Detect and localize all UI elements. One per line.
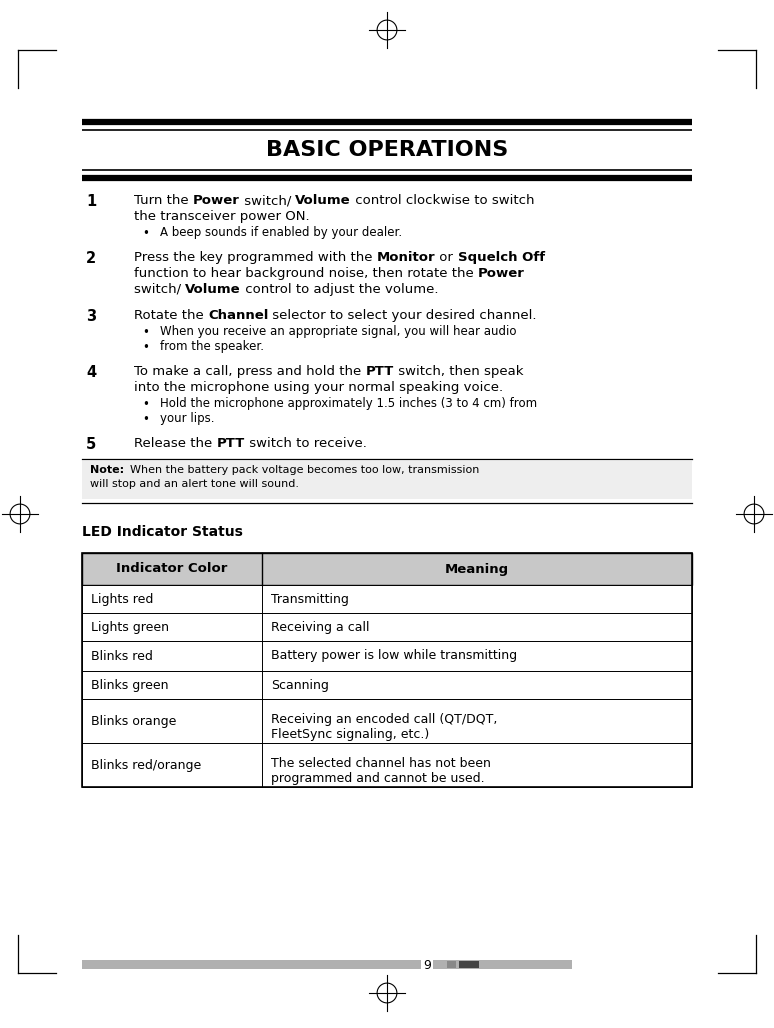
Text: Power: Power bbox=[478, 267, 525, 280]
Text: Note:: Note: bbox=[90, 465, 124, 475]
Bar bbox=[82, 585, 692, 613]
Bar bbox=[82, 641, 692, 671]
Text: BASIC OPERATIONS: BASIC OPERATIONS bbox=[266, 140, 508, 160]
Bar bbox=[82, 553, 692, 585]
Bar bbox=[82, 671, 692, 699]
Text: •: • bbox=[142, 413, 149, 426]
Text: •: • bbox=[142, 227, 149, 240]
Text: When the battery pack voltage becomes too low, transmission: When the battery pack voltage becomes to… bbox=[123, 465, 479, 475]
Text: Receiving an encoded call (QT/DQT,: Receiving an encoded call (QT/DQT, bbox=[271, 713, 498, 726]
Text: The selected channel has not been: The selected channel has not been bbox=[271, 757, 491, 770]
Bar bbox=[82, 960, 572, 969]
Text: switch/: switch/ bbox=[240, 194, 296, 207]
Text: LED Indicator Status: LED Indicator Status bbox=[82, 525, 243, 539]
Text: 2: 2 bbox=[86, 251, 96, 266]
Text: Receiving a call: Receiving a call bbox=[271, 621, 369, 633]
Text: To make a call, press and hold the: To make a call, press and hold the bbox=[134, 365, 365, 378]
Text: Transmitting: Transmitting bbox=[271, 592, 349, 605]
Text: 3: 3 bbox=[86, 309, 96, 324]
Bar bbox=[447, 961, 456, 968]
Text: Monitor: Monitor bbox=[377, 251, 435, 264]
Text: switch/: switch/ bbox=[134, 283, 186, 296]
Bar bbox=[459, 961, 479, 968]
Text: •: • bbox=[142, 398, 149, 411]
Text: Power: Power bbox=[193, 194, 240, 207]
Text: Release the: Release the bbox=[134, 437, 217, 450]
Text: your lips.: your lips. bbox=[160, 412, 214, 425]
Text: control to adjust the volume.: control to adjust the volume. bbox=[241, 283, 439, 296]
Text: Channel: Channel bbox=[208, 309, 269, 322]
Text: Hold the microphone approximately 1.5 inches (3 to 4 cm) from: Hold the microphone approximately 1.5 in… bbox=[160, 397, 537, 410]
Text: 1: 1 bbox=[86, 194, 96, 209]
Text: FleetSync signaling, etc.): FleetSync signaling, etc.) bbox=[271, 728, 430, 741]
Text: PTT: PTT bbox=[365, 365, 394, 378]
Text: from the speaker.: from the speaker. bbox=[160, 340, 264, 353]
Text: 5: 5 bbox=[86, 437, 96, 452]
Text: A beep sounds if enabled by your dealer.: A beep sounds if enabled by your dealer. bbox=[160, 226, 402, 238]
Text: the transceiver power ON.: the transceiver power ON. bbox=[134, 210, 310, 223]
Text: •: • bbox=[142, 326, 149, 339]
Text: Meaning: Meaning bbox=[445, 562, 509, 576]
Text: Blinks red: Blinks red bbox=[91, 650, 153, 662]
Text: Rotate the: Rotate the bbox=[134, 309, 208, 322]
Text: into the microphone using your normal speaking voice.: into the microphone using your normal sp… bbox=[134, 381, 503, 394]
Text: switch, then speak: switch, then speak bbox=[394, 365, 523, 378]
Text: Blinks green: Blinks green bbox=[91, 678, 169, 692]
Text: 4: 4 bbox=[86, 365, 96, 380]
Text: Blinks orange: Blinks orange bbox=[91, 714, 176, 728]
Bar bbox=[82, 553, 692, 787]
Text: control clockwise to switch: control clockwise to switch bbox=[351, 194, 535, 207]
Text: switch to receive.: switch to receive. bbox=[245, 437, 367, 450]
Text: Scanning: Scanning bbox=[271, 678, 329, 692]
Text: 9: 9 bbox=[423, 959, 431, 972]
Text: Press the key programmed with the: Press the key programmed with the bbox=[134, 251, 377, 264]
Text: programmed and cannot be used.: programmed and cannot be used. bbox=[271, 772, 485, 785]
Text: Volume: Volume bbox=[296, 194, 351, 207]
Bar bbox=[82, 699, 692, 743]
Text: or: or bbox=[435, 251, 457, 264]
Text: Turn the: Turn the bbox=[134, 194, 193, 207]
Text: will stop and an alert tone will sound.: will stop and an alert tone will sound. bbox=[90, 479, 299, 489]
Text: selector to select your desired channel.: selector to select your desired channel. bbox=[269, 309, 537, 322]
Text: Lights green: Lights green bbox=[91, 621, 169, 633]
Text: Volume: Volume bbox=[186, 283, 241, 296]
Text: Indicator Color: Indicator Color bbox=[116, 562, 228, 576]
Text: Lights red: Lights red bbox=[91, 592, 153, 605]
Bar bbox=[82, 743, 692, 787]
Text: Battery power is low while transmitting: Battery power is low while transmitting bbox=[271, 650, 517, 662]
Bar bbox=[82, 613, 692, 641]
Text: Blinks red/orange: Blinks red/orange bbox=[91, 759, 201, 771]
Bar bbox=[82, 461, 692, 499]
Text: When you receive an appropriate signal, you will hear audio: When you receive an appropriate signal, … bbox=[160, 325, 516, 338]
Text: PTT: PTT bbox=[217, 437, 245, 450]
Text: Squelch Off: Squelch Off bbox=[457, 251, 545, 264]
Text: function to hear background noise, then rotate the: function to hear background noise, then … bbox=[134, 267, 478, 280]
Text: •: • bbox=[142, 341, 149, 354]
